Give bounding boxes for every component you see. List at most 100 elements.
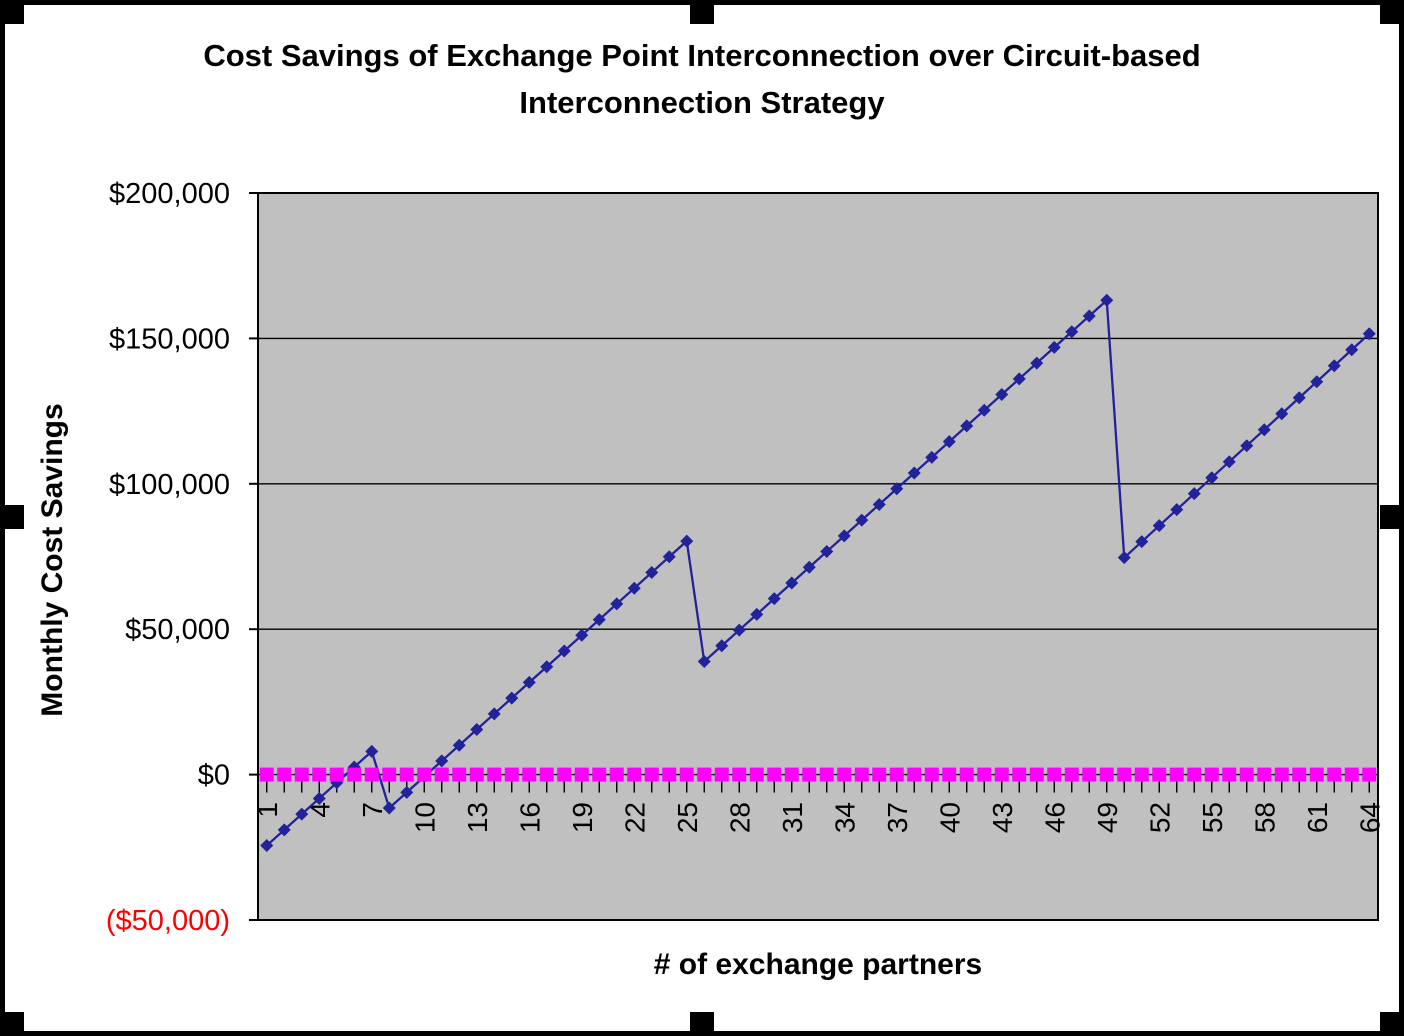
diamond-marker <box>575 628 589 642</box>
x-axis-label: 13 <box>462 802 493 833</box>
x-axis-label: 37 <box>882 802 913 833</box>
selection-handle-bottom-right[interactable] <box>1380 1012 1404 1036</box>
selection-handle-middle-right[interactable] <box>1380 505 1404 529</box>
square-marker <box>714 767 729 782</box>
diamond-marker <box>1152 519 1166 533</box>
diamond-marker <box>872 497 886 511</box>
diamond-marker <box>1187 487 1201 501</box>
diamond-marker <box>400 785 414 799</box>
diamond-marker <box>1100 293 1114 307</box>
square-marker <box>1029 767 1044 782</box>
square-marker <box>259 767 274 782</box>
selection-handle-bottom-left[interactable] <box>0 1012 24 1036</box>
square-marker <box>1327 767 1342 782</box>
plot-border <box>257 192 1379 921</box>
diamond-marker <box>487 707 501 721</box>
square-marker <box>1257 767 1272 782</box>
diamond-marker <box>627 581 641 595</box>
square-marker <box>994 767 1009 782</box>
diamond-marker <box>1257 423 1271 437</box>
diamond-marker <box>680 534 694 548</box>
diamond-marker <box>785 576 799 590</box>
chart-title-line1: Cost Savings of Exchange Point Interconn… <box>203 38 1201 73</box>
square-marker <box>329 767 344 782</box>
diamond-marker <box>960 419 974 433</box>
diamond-marker <box>890 482 904 496</box>
y-axis-ticks <box>249 192 258 921</box>
diamond-marker <box>1327 359 1341 373</box>
diamond-marker <box>662 550 676 564</box>
diamond-marker <box>1170 503 1184 517</box>
y-axis-label: $50,000 <box>125 614 230 646</box>
diamond-marker <box>732 623 746 637</box>
x-axis-label: 46 <box>1039 802 1070 833</box>
chart-title: Cost Savings of Exchange Point Interconn… <box>0 32 1404 126</box>
diamond-marker <box>295 807 309 821</box>
square-marker <box>487 767 502 782</box>
diamond-marker <box>1135 535 1149 549</box>
diamond-marker <box>1345 343 1359 357</box>
diamond-marker <box>1205 471 1219 485</box>
square-marker <box>802 767 817 782</box>
diamond-marker <box>610 597 624 611</box>
selection-handle-bottom-middle[interactable] <box>690 1012 714 1036</box>
diamond-marker <box>697 654 711 668</box>
selection-handle-top-left[interactable] <box>0 0 24 24</box>
square-marker <box>469 767 484 782</box>
square-marker <box>907 767 922 782</box>
square-marker <box>294 767 309 782</box>
selection-handle-middle-left[interactable] <box>0 505 24 529</box>
square-marker <box>417 767 432 782</box>
diamond-marker <box>925 450 939 464</box>
square-marker <box>574 767 589 782</box>
x-axis-title: # of exchange partners <box>653 948 983 981</box>
y-axis-label: $100,000 <box>109 469 230 501</box>
square-marker <box>312 767 327 782</box>
square-marker <box>1239 767 1254 782</box>
diamond-marker <box>470 723 484 737</box>
square-marker <box>1344 767 1359 782</box>
square-marker <box>1187 767 1202 782</box>
x-axis-label: 40 <box>934 802 965 833</box>
square-marker <box>1222 767 1237 782</box>
square-marker <box>924 767 939 782</box>
selection-handle-top-right[interactable] <box>1380 0 1404 24</box>
square-marker <box>1099 767 1114 782</box>
x-axis-label: 43 <box>987 802 1018 833</box>
square-marker <box>854 767 869 782</box>
y-axis-labels: $200,000 $150,000 $100,000 $50,000 $0 ($50,00… <box>106 178 230 937</box>
square-marker <box>784 767 799 782</box>
diamond-marker <box>907 466 921 480</box>
x-axis-label: 55 <box>1197 802 1228 833</box>
diamond-marker <box>592 613 606 627</box>
x-axis-label: 49 <box>1092 802 1123 833</box>
square-marker <box>364 767 379 782</box>
x-axis-label: 19 <box>567 802 598 833</box>
square-marker <box>1117 767 1132 782</box>
square-marker <box>662 767 677 782</box>
square-marker <box>749 767 764 782</box>
series-break-even <box>259 767 1377 782</box>
x-axis-labels: 1 4 7 10 13 16 19 22 25 28 31 34 37 40 43 46 49 52 55 58 61 6… <box>252 802 1386 833</box>
diamond-marker <box>802 560 816 574</box>
plot-background <box>258 193 1378 920</box>
selection-handle-top-middle[interactable] <box>690 0 714 24</box>
square-marker <box>347 767 362 782</box>
diamond-marker <box>1117 551 1131 565</box>
square-marker <box>872 767 887 782</box>
y-axis-label: $150,000 <box>109 323 230 355</box>
square-marker <box>889 767 904 782</box>
x-axis-label: 16 <box>514 802 545 833</box>
square-marker <box>697 767 712 782</box>
diamond-marker <box>1310 375 1324 389</box>
diamond-marker <box>435 754 449 768</box>
y-axis-label: $0 <box>198 760 230 792</box>
square-marker <box>767 767 782 782</box>
x-axis-label: 64 <box>1354 802 1385 833</box>
diamond-marker <box>505 691 519 705</box>
x-axis-label: 52 <box>1144 802 1175 833</box>
square-marker <box>592 767 607 782</box>
diamond-marker <box>452 738 466 752</box>
square-marker <box>819 767 834 782</box>
